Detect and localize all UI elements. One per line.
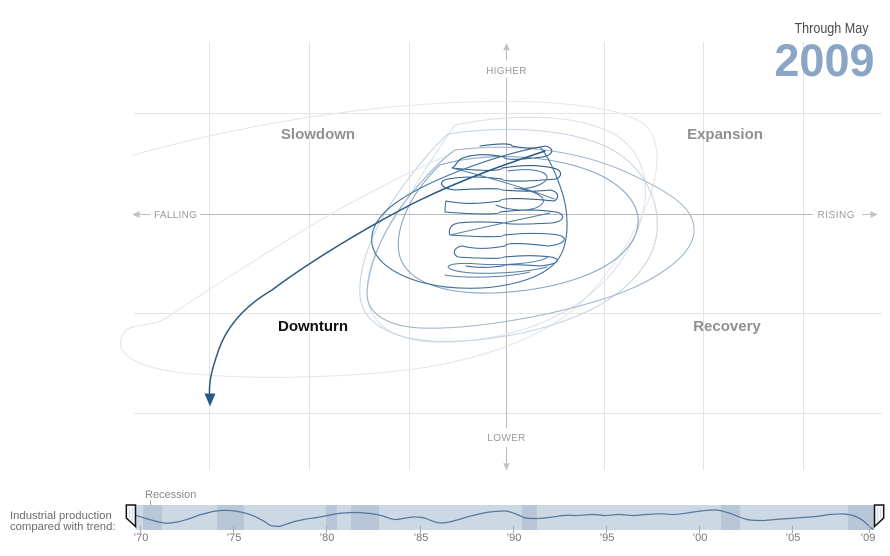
svg-text:2009: 2009 (774, 35, 874, 86)
svg-text:Through May: Through May (795, 20, 869, 37)
svg-text:Slowdown: Slowdown (281, 126, 355, 143)
svg-text:Downturn: Downturn (278, 318, 348, 335)
svg-text:’80: ’80 (320, 532, 335, 544)
svg-text:Industrial production: Industrial production (10, 510, 112, 522)
svg-text:Recession: Recession (145, 489, 196, 501)
svg-text:’90: ’90 (507, 532, 522, 544)
svg-text:Expansion: Expansion (687, 126, 763, 143)
svg-text:FALLING: FALLING (154, 210, 197, 221)
svg-text:’95: ’95 (600, 532, 615, 544)
svg-text:LOWER: LOWER (487, 433, 525, 444)
svg-text:HIGHER: HIGHER (486, 66, 527, 77)
svg-text:’85: ’85 (414, 532, 429, 544)
svg-text:’00: ’00 (693, 532, 708, 544)
svg-text:’75: ’75 (227, 532, 242, 544)
svg-text:’09: ’09 (861, 532, 876, 544)
svg-text:Recovery: Recovery (693, 318, 761, 335)
svg-text:RISING: RISING (818, 210, 855, 221)
svg-text:’70: ’70 (134, 532, 149, 544)
svg-text:compared with trend:: compared with trend: (10, 521, 116, 533)
svg-text:’05: ’05 (786, 532, 801, 544)
